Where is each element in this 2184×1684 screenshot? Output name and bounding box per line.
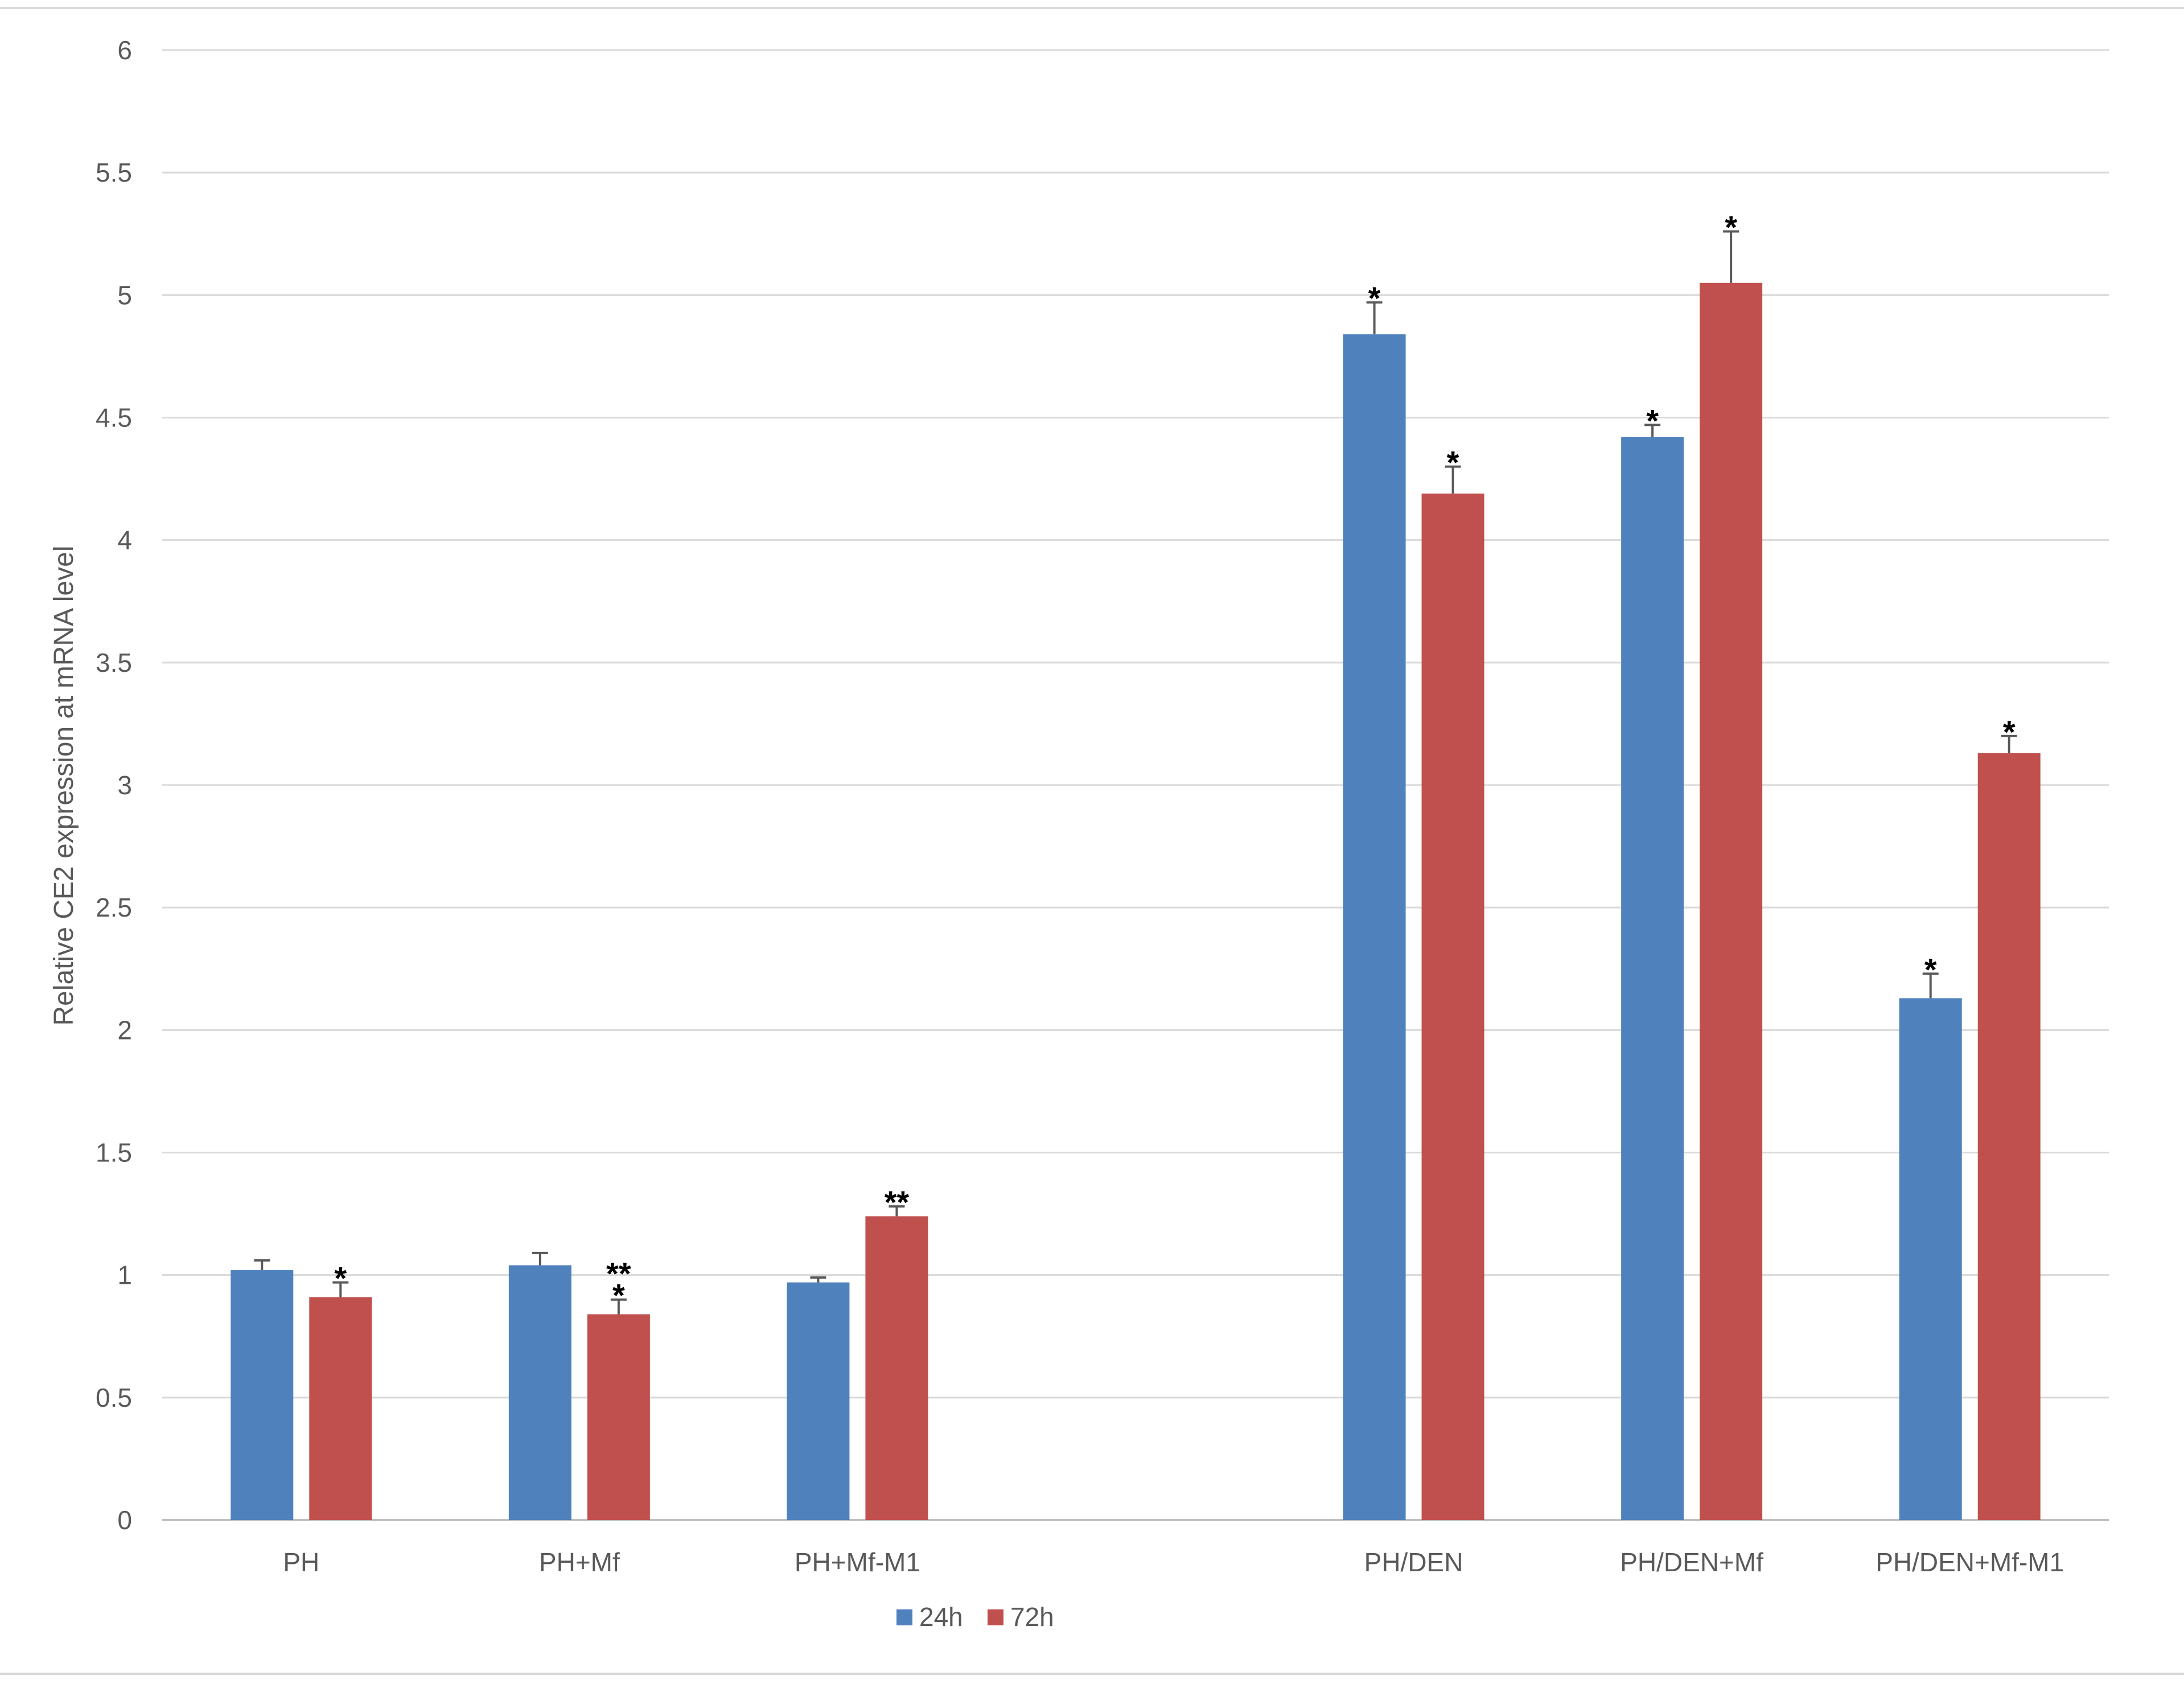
bar-24h	[1899, 998, 1962, 1520]
significance-marker: **	[606, 1256, 631, 1292]
x-axis-labels: PH PH+Mf PH+Mf-M1 PH/DEN PH/DEN+Mf PH/DEN+Mf-…	[283, 1547, 2064, 1577]
bar-72h	[1421, 493, 1484, 1520]
significance-markers: * ***********	[334, 209, 2015, 1313]
bar-72h	[1977, 753, 2041, 1520]
y-axis-ticks: 0 0.5 1 1.5 2 2.5 3 3.5 4 4.5 5 5.5 6	[96, 35, 132, 1535]
y-tick-label: 4	[117, 525, 132, 555]
significance-marker: **	[885, 1184, 910, 1220]
y-tick-label: 4.5	[96, 403, 132, 433]
y-tick-label: 0.5	[96, 1383, 132, 1412]
significance-marker: *	[1924, 951, 1937, 987]
bar-24h	[508, 1265, 571, 1520]
significance-marker: *	[1646, 402, 1659, 438]
bar-72h	[587, 1314, 650, 1520]
significance-marker: *	[334, 1260, 347, 1296]
legend: 24h 72h	[896, 1602, 1054, 1632]
significance-marker: *	[2003, 714, 2016, 750]
bar-24h	[787, 1282, 850, 1520]
bar-24h	[1343, 334, 1406, 1521]
x-tick-label: PH/DEN+Mf-M1	[1875, 1547, 2064, 1577]
y-tick-label: 5	[117, 280, 132, 310]
x-tick-label: PH+Mf	[539, 1547, 620, 1577]
y-tick-label: 6	[117, 35, 132, 65]
y-tick-label: 0	[117, 1505, 132, 1535]
legend-swatch	[896, 1609, 912, 1625]
bars	[231, 282, 2041, 1521]
x-tick-label: PH/DEN	[1364, 1547, 1463, 1577]
legend-label: 72h	[1010, 1602, 1054, 1632]
bar-24h	[1621, 437, 1684, 1520]
x-tick-label: PH+Mf-M1	[795, 1547, 920, 1577]
y-tick-label: 1	[117, 1260, 132, 1290]
error-bars	[254, 230, 2017, 1315]
significance-marker: *	[612, 1278, 625, 1313]
y-tick-label: 5.5	[96, 158, 132, 187]
y-tick-label: 2	[117, 1015, 132, 1045]
y-tick-label: 3	[117, 770, 132, 800]
bar-72h	[309, 1297, 372, 1520]
legend-swatch	[988, 1609, 1003, 1625]
significance-marker: *	[1725, 209, 1737, 245]
x-tick-label: PH	[283, 1547, 319, 1577]
y-axis-title: Relative CE2 expression at mRNA level	[49, 545, 79, 1025]
y-tick-label: 1.5	[96, 1138, 132, 1168]
significance-marker: *	[1368, 280, 1381, 316]
y-tick-label: 3.5	[96, 648, 132, 677]
legend-label: 24h	[919, 1602, 963, 1632]
gridlines	[162, 49, 2109, 1521]
bar-72h	[1700, 282, 1763, 1521]
y-tick-label: 2.5	[96, 893, 132, 922]
bar-72h	[865, 1216, 928, 1520]
bar-24h	[231, 1270, 294, 1520]
significance-marker: *	[1447, 445, 1459, 480]
x-tick-label: PH/DEN+Mf	[1620, 1547, 1763, 1577]
